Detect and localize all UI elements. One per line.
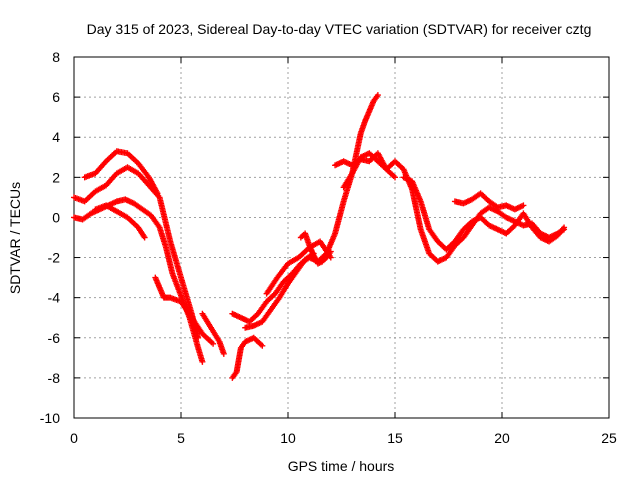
y-tick-label: 2 <box>52 169 60 185</box>
y-tick-label: -10 <box>40 410 60 426</box>
series-track-15 <box>451 190 527 213</box>
x-tick-label: 5 <box>177 430 185 446</box>
data-point <box>199 358 206 365</box>
series-track-14 <box>400 174 568 253</box>
y-axis-label: SDTVAR / TECUs <box>7 182 23 294</box>
data-point <box>220 350 227 357</box>
x-tick-label: 10 <box>280 430 296 446</box>
x-axis-label: GPS time / hours <box>288 458 395 474</box>
x-axis: 0 5 10 15 20 25 <box>70 57 617 446</box>
x-tick-label: 15 <box>387 430 403 446</box>
data-point <box>327 248 334 255</box>
data-point <box>154 190 161 197</box>
y-tick-label: -4 <box>48 290 61 306</box>
series-track-9 <box>242 250 317 331</box>
data-point <box>141 234 148 241</box>
series-track-4 <box>92 202 148 241</box>
x-tick-label: 20 <box>494 430 510 446</box>
y-tick-label: -6 <box>48 330 61 346</box>
series-track-7 <box>229 334 266 381</box>
series-track-11 <box>297 230 334 267</box>
series-track-8 <box>229 150 398 325</box>
y-tick-label: 0 <box>52 209 60 225</box>
y-tick-label: -2 <box>48 250 61 266</box>
chart-title: Day 315 of 2023, Sidereal Day-to-day VTE… <box>87 21 592 37</box>
series-track-3 <box>81 148 161 197</box>
series-track-2 <box>71 164 202 341</box>
data-point <box>561 224 568 231</box>
y-tick-label: 4 <box>52 129 60 145</box>
y-tick-label: -8 <box>48 370 61 386</box>
x-tick-label: 25 <box>601 430 617 446</box>
plot-frame <box>73 56 610 419</box>
y-tick-label: 8 <box>52 49 60 65</box>
data-point <box>392 174 398 181</box>
y-axis: -10 -8 -6 -4 -2 0 2 4 6 8 <box>40 49 609 426</box>
data-point <box>520 202 527 209</box>
data-point <box>210 340 217 347</box>
series-track-1 <box>71 196 206 365</box>
series-track-6 <box>199 310 227 357</box>
y-tick-label: 6 <box>52 89 60 105</box>
series-track-12 <box>340 92 381 191</box>
series-track-5 <box>152 274 217 347</box>
data-point <box>195 334 202 341</box>
data-points <box>71 92 568 381</box>
series-track-13 <box>332 150 568 265</box>
grid-lines <box>74 57 609 418</box>
x-tick-label: 0 <box>70 430 78 446</box>
data-point <box>259 342 266 349</box>
data-point <box>374 92 381 99</box>
